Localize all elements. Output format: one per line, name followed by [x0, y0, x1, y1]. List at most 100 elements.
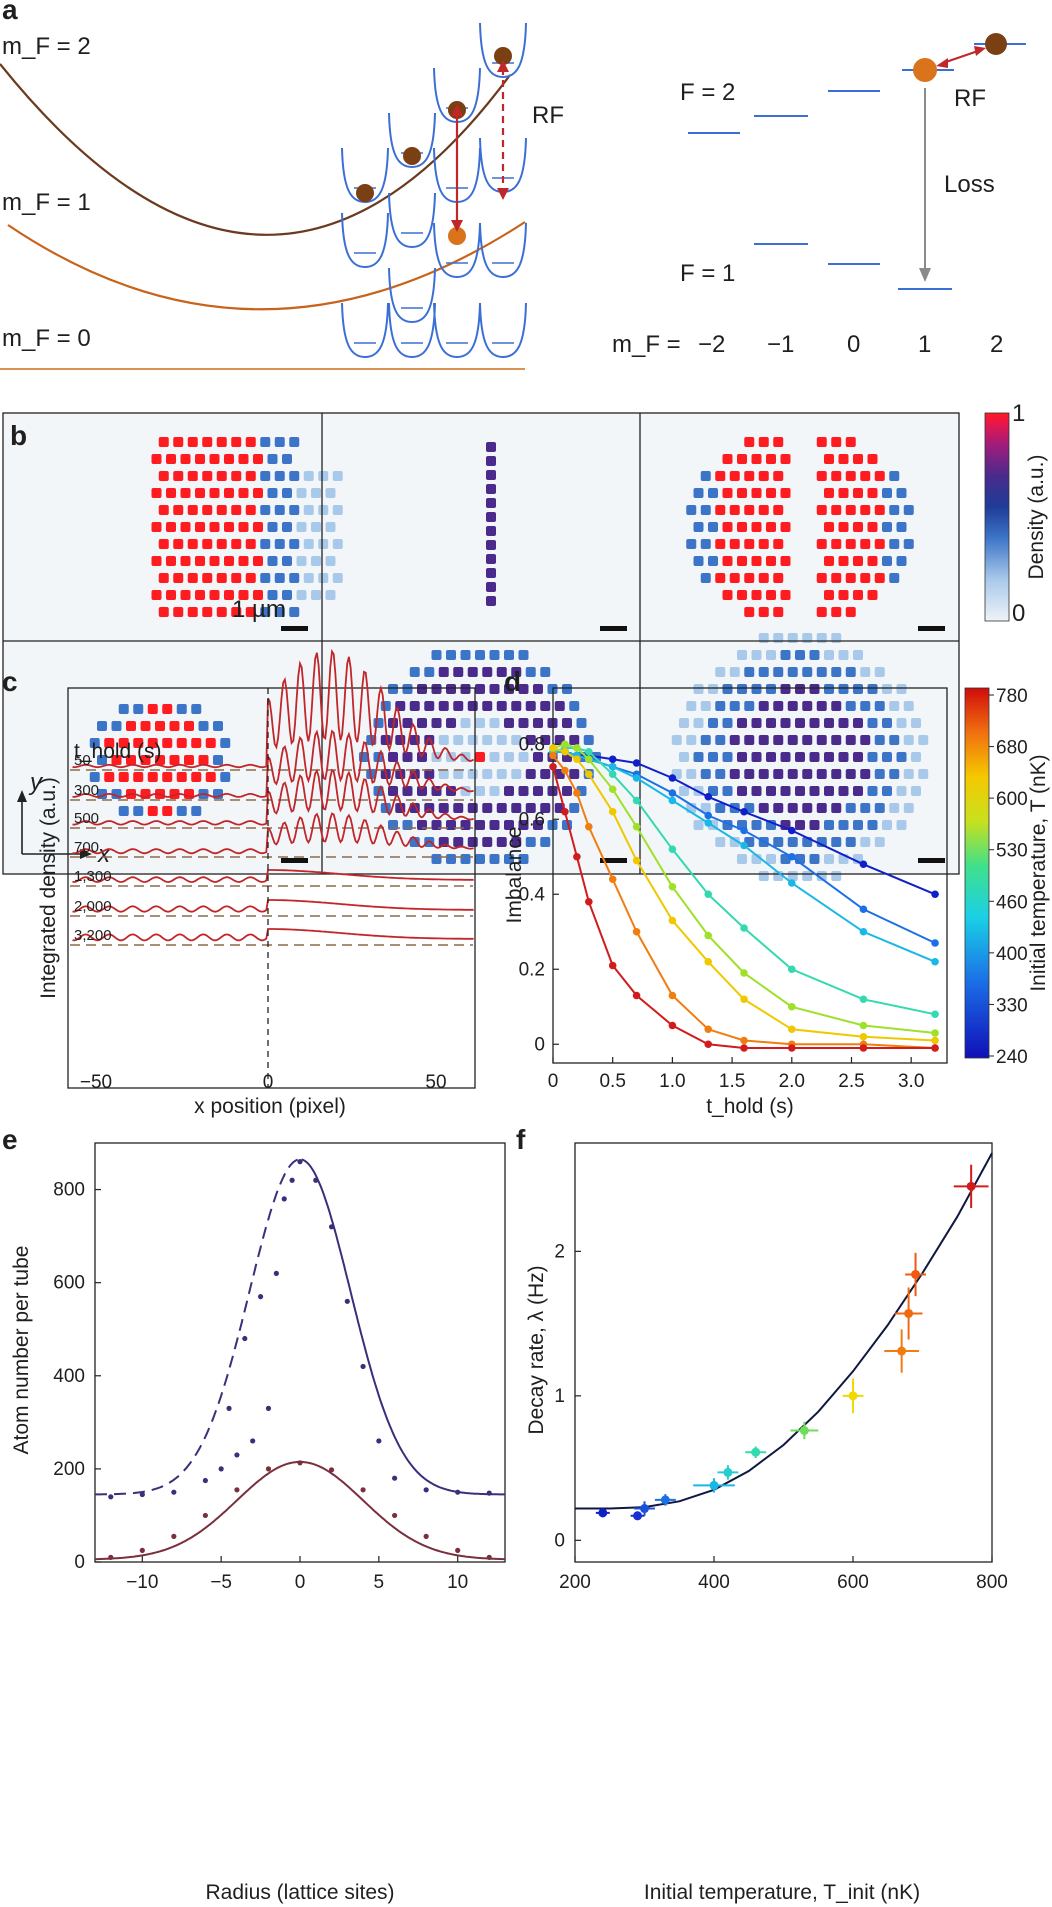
x-tick-label: −10	[126, 1572, 158, 1593]
colorbar-tick-label: 240	[996, 1047, 1028, 1068]
x-tick-label: 0	[295, 1572, 306, 1593]
density-spot	[874, 667, 885, 677]
panel-a: a m_F = 2 m_F = 1 m_F = 0 RF F = 2 F = 1…	[0, 0, 1026, 370]
density-spot	[867, 488, 878, 498]
density-spot	[838, 718, 849, 728]
density-spot	[332, 573, 343, 583]
density-spot	[191, 704, 202, 714]
density-spot	[809, 684, 820, 694]
density-spot	[766, 522, 776, 532]
density-spot	[824, 820, 834, 830]
x-tick-label: 0	[548, 1071, 559, 1092]
plot-e-frame	[94, 1142, 506, 1563]
density-spot	[231, 573, 242, 583]
x-tick-label: 1.0	[659, 1071, 685, 1092]
density-spot	[489, 820, 500, 830]
density-spot	[722, 752, 733, 762]
density-spot	[896, 556, 907, 566]
density-spot	[180, 556, 191, 566]
density-spot	[729, 667, 740, 677]
density-spot	[569, 701, 580, 711]
density-spot	[151, 454, 162, 464]
density-spot	[758, 437, 769, 447]
density-spot	[489, 786, 500, 796]
density-spot	[693, 522, 704, 532]
plot-c-profiles: 50 300 500 700 1,300 2,000 3,200	[70, 648, 475, 946]
density-spot	[147, 704, 158, 714]
density-spot	[911, 786, 921, 796]
t-hold-value: 300	[74, 782, 99, 799]
density-spot	[831, 871, 842, 881]
decay-fit-curve	[575, 1152, 993, 1510]
density-spot	[737, 718, 747, 728]
density-spot	[903, 735, 914, 745]
density-spot	[475, 650, 485, 660]
panel-c-label: c	[2, 666, 18, 697]
density-spot	[496, 769, 507, 779]
density-spot	[504, 718, 514, 728]
x-tick-label: 1.5	[719, 1071, 745, 1092]
density-spot	[889, 701, 900, 711]
density-spot	[104, 738, 115, 748]
plot-f-frame	[574, 1142, 993, 1563]
density-spot	[245, 539, 256, 549]
density-spot	[853, 488, 863, 498]
density-spot	[460, 650, 471, 660]
density-spot	[187, 573, 198, 583]
imbalance-point	[632, 991, 641, 1000]
panel-a-label: a	[2, 0, 18, 25]
atom-number-point	[250, 1438, 256, 1444]
colorbar-tick-label: 400	[996, 944, 1028, 965]
density-spot	[245, 607, 256, 617]
density-spot	[486, 512, 496, 522]
density-spot	[195, 454, 205, 464]
density-spot	[402, 752, 413, 762]
density-spot	[729, 701, 740, 711]
density-spot	[867, 684, 878, 694]
density-spot	[715, 735, 726, 745]
density-spot	[486, 568, 496, 578]
density-spot	[245, 437, 256, 447]
density-spot	[195, 556, 205, 566]
density-spot	[489, 752, 500, 762]
density-spot	[216, 607, 227, 617]
density-spot	[715, 701, 726, 711]
lattice-well	[433, 302, 481, 359]
density-spot	[911, 718, 921, 728]
density-spot	[238, 488, 249, 498]
density-spot	[475, 752, 485, 762]
density-spot	[773, 803, 784, 813]
density-spot	[486, 484, 496, 494]
t-hold-value: 1,300	[74, 868, 112, 885]
density-spot	[311, 556, 321, 566]
decay-rate-point	[633, 1511, 643, 1521]
density-spot	[504, 820, 514, 830]
density-spot	[332, 471, 343, 481]
atom-number-point	[344, 1298, 350, 1304]
imbalance-point	[549, 744, 557, 752]
atom-number-point	[392, 1475, 398, 1481]
density-spot	[511, 769, 522, 779]
atom-number-point	[202, 1477, 208, 1484]
imbalance-point	[859, 1032, 868, 1041]
density-spot	[838, 590, 849, 600]
rf-coupling-head-left	[936, 58, 948, 68]
imbalance-point	[549, 751, 557, 760]
density-spot	[318, 505, 329, 515]
density-spot	[744, 769, 755, 779]
density-spot	[751, 454, 762, 464]
density-spot	[231, 471, 242, 481]
density-spot	[693, 684, 704, 694]
density-spot	[729, 837, 740, 847]
imbalance-point	[859, 995, 868, 1004]
density-spot	[166, 488, 176, 498]
density-spot	[525, 803, 536, 813]
density-spot	[187, 437, 198, 447]
density-spot	[693, 752, 704, 762]
density-spot	[245, 505, 256, 515]
density-spot	[318, 471, 329, 481]
density-spot	[758, 471, 769, 481]
density-spot	[874, 803, 885, 813]
density-spot	[729, 471, 740, 481]
density-spot	[325, 522, 336, 532]
